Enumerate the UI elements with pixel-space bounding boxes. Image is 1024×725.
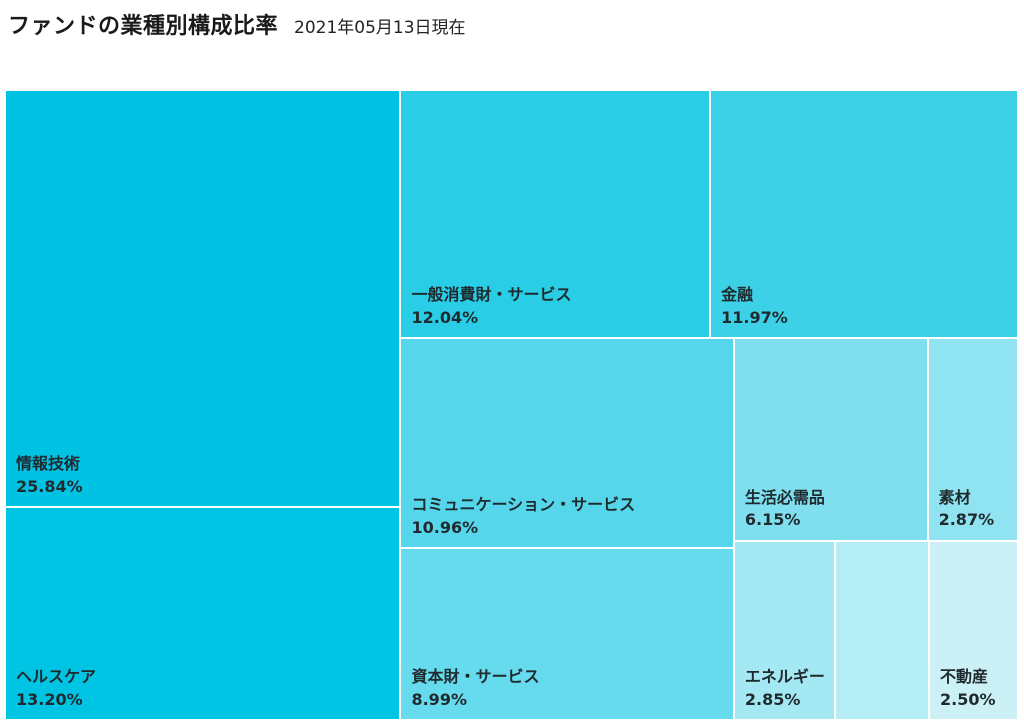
sector-percentage: 8.99% [411, 689, 467, 709]
treemap-cell-label: 金融 11.97% [721, 284, 788, 329]
sector-name: 一般消費財・サービス [411, 285, 572, 305]
treemap-cell-資本財-サービス[interactable]: 資本財・サービス 8.99% [401, 548, 735, 721]
sector-name: 情報技術 [16, 454, 81, 474]
sector-percentage: 2.87% [938, 510, 995, 530]
treemap-cell-label: 情報技術 25.84% [16, 453, 83, 498]
treemap-cell-コミュニケーション-サービス[interactable]: コミュニケーション・サービス 10.96% [401, 339, 735, 549]
sector-percentage: 11.97% [721, 307, 788, 327]
treemap-cell-ヘルスケア[interactable]: ヘルスケア 13.20% [6, 507, 402, 721]
chart-header: ファンドの業種別構成比率 2021年05月13日現在 [8, 8, 466, 42]
treemap-cell-生活必需品[interactable]: 生活必需品 6.15% [734, 339, 929, 542]
sector-name: 不動産 [939, 667, 988, 687]
sector-percentage: 12.04% [411, 307, 479, 327]
treemap-cell-label: ヘルスケア 13.20% [16, 666, 96, 711]
treemap-cell-素材[interactable]: 素材 2.87% [928, 339, 1019, 542]
sector-name: 金融 [721, 285, 754, 305]
treemap-cell-エネルギー[interactable]: エネルギー 2.85% [734, 541, 837, 721]
chart-date: 2021年05月13日現在 [294, 18, 466, 38]
sector-percentage: 2.85% [744, 689, 801, 709]
sector-name: コミュニケーション・サービス [411, 495, 636, 515]
treemap-chart: 情報技術 25.84% ヘルスケア 13.20% 一般消費財・サービス 12.04% 金融 1… [6, 91, 1019, 721]
treemap-cell-label: 一般消費財・サービス 12.04% [411, 284, 571, 329]
sector-name: 生活必需品 [744, 487, 825, 507]
sector-name: 資本財・サービス [411, 667, 540, 687]
sector-percentage: 6.15% [744, 510, 801, 530]
sector-percentage: 10.96% [411, 517, 479, 537]
sector-name: 素材 [938, 487, 971, 507]
treemap-cell-label: 不動産 2.50% [940, 666, 996, 711]
sector-name: ヘルスケア [16, 667, 97, 687]
sector-percentage: 13.20% [16, 689, 83, 709]
sector-percentage: 25.84% [16, 476, 83, 496]
treemap-cell-label: 素材 2.87% [939, 487, 995, 532]
treemap-cell-不動産[interactable]: 不動産 2.50% [929, 541, 1019, 721]
sector-name: エネルギー [744, 667, 825, 687]
treemap-cell-金融[interactable]: 金融 11.97% [711, 91, 1019, 340]
sector-percentage: 2.50% [939, 689, 996, 709]
treemap-cell-label: 資本財・サービス 8.99% [411, 666, 539, 711]
chart-title: ファンドの業種別構成比率 [8, 14, 279, 39]
treemap-cell-label: 生活必需品 6.15% [745, 487, 825, 532]
treemap-cell-label: エネルギー 2.85% [745, 666, 825, 711]
treemap-cell-情報技術[interactable]: 情報技術 25.84% [6, 91, 402, 508]
treemap-cell-一般消費財-サービス[interactable]: 一般消費財・サービス 12.04% [401, 91, 712, 340]
treemap-cell-label: コミュニケーション・サービス 10.96% [411, 494, 635, 539]
treemap-cell-unlabeled[interactable] [836, 541, 930, 721]
